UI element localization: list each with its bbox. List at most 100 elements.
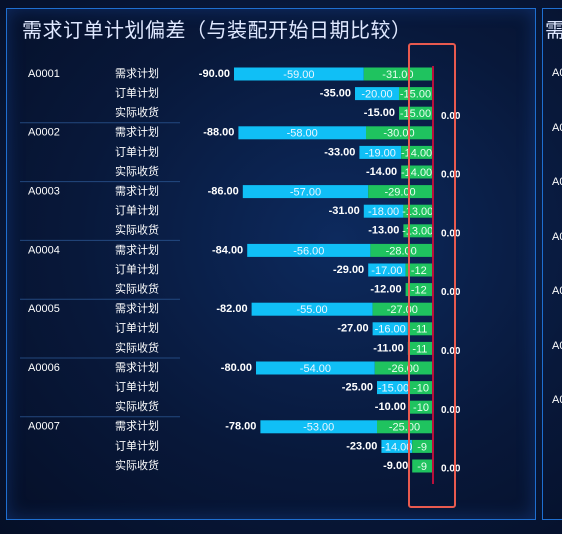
blue-bar-segment — [247, 243, 371, 257]
blue-bar-value-label: -55.00 — [296, 304, 327, 316]
green-bar-value-label: -9 — [417, 461, 427, 473]
green-bar-segment — [403, 204, 432, 218]
item-code-label: A0007 — [28, 421, 60, 433]
blue-bar-value-label: -54.00 — [300, 363, 331, 375]
row-total-label: -9.00 — [383, 460, 408, 472]
blue-bar-segment — [242, 185, 369, 199]
row-category-label: 需求计划 — [115, 361, 159, 374]
row-total-label: -23.00 — [346, 440, 377, 452]
green-bar-segment — [407, 322, 432, 336]
row-total-label: -80.00 — [221, 362, 252, 374]
green-bar-segment — [399, 87, 432, 101]
green-bar-value-label: -12 — [411, 265, 427, 277]
item-code-label: A0004 — [28, 244, 60, 256]
blue-bar-value-label: -17.00 — [371, 265, 402, 277]
blue-bar-segment — [260, 420, 377, 434]
green-bar-segment — [412, 459, 432, 473]
blue-bar-value-label: -59.00 — [283, 69, 314, 81]
item-code-label: A0005 — [28, 303, 60, 315]
blue-bar-segment — [256, 361, 375, 375]
row-total-label: -90.00 — [199, 68, 230, 80]
item-code-label: A0003 — [28, 186, 60, 198]
second-chart-title: 需 — [545, 20, 562, 42]
item-code-label: A0002 — [28, 127, 60, 139]
second-panel-code: A0 — [552, 176, 562, 188]
green-bar-segment — [407, 341, 432, 355]
second-panel-code: A0 — [552, 285, 562, 297]
second-panel-code: A0 — [552, 230, 562, 243]
row-category-label: 订单计划 — [115, 322, 159, 335]
row-total-label: -35.00 — [320, 88, 351, 100]
blue-bar-value-label: -57.00 — [290, 187, 321, 199]
green-bar-value-label: -30.00 — [383, 128, 414, 140]
green-bar-segment — [370, 243, 432, 257]
green-bar-segment — [374, 361, 432, 375]
zero-axis-line — [432, 66, 434, 484]
item-code-label: A0006 — [28, 362, 60, 374]
blue-bar-value-label: -56.00 — [293, 245, 324, 257]
row-total-label: -84.00 — [212, 244, 243, 256]
row-category-label: 需求计划 — [115, 67, 159, 80]
row-category-label: 实际收货 — [115, 164, 159, 178]
blue-bar-value-label: -14.00 — [381, 441, 412, 453]
blue-bar-segment — [377, 381, 410, 395]
row-total-label: -10.00 — [375, 401, 406, 413]
row-end-value-label: 0.00 — [441, 287, 461, 298]
row-total-label: -27.00 — [337, 323, 368, 335]
blue-bar-segment — [359, 145, 402, 159]
green-bar-segment — [410, 400, 432, 414]
chart-title: 需求订单计划偏差（与装配开始日期比较） — [22, 20, 412, 42]
blue-bar-value-label: -19.00 — [365, 147, 396, 159]
blue-bar-value-label: -16.00 — [375, 324, 406, 336]
blue-bar-segment — [381, 439, 413, 453]
row-total-label: -14.00 — [366, 166, 397, 178]
row-category-label: 订单计划 — [115, 204, 159, 217]
row-category-label: 实际收货 — [115, 399, 159, 413]
row-end-value-label: 0.00 — [441, 464, 461, 475]
green-bar-segment — [405, 263, 432, 277]
green-bar-segment — [405, 283, 432, 297]
row-category-label: 实际收货 — [115, 458, 159, 472]
chart-panel — [6, 8, 536, 520]
green-bar-segment — [410, 381, 432, 395]
green-bar-segment — [412, 439, 432, 453]
green-bar-value-label: -15.00 — [400, 108, 431, 120]
row-total-label: -15.00 — [364, 107, 395, 119]
row-total-label: -78.00 — [225, 421, 256, 433]
green-bar-segment — [363, 67, 432, 81]
blue-bar-value-label: -58.00 — [287, 128, 318, 140]
green-bar-segment — [377, 420, 432, 434]
row-total-label: -25.00 — [342, 382, 373, 394]
row-category-label: 需求计划 — [115, 420, 159, 433]
green-bar-value-label: -26.00 — [388, 363, 419, 375]
green-bar-value-label: -11 — [412, 343, 427, 355]
blue-bar-value-label: -15.00 — [378, 383, 409, 395]
row-total-label: -29.00 — [333, 264, 364, 276]
row-total-label: -33.00 — [324, 146, 355, 158]
green-bar-value-label: -12 — [411, 285, 427, 297]
row-category-label: 实际收货 — [115, 282, 159, 296]
highlight-box — [408, 43, 456, 508]
green-bar-segment — [366, 126, 432, 140]
row-total-label: -86.00 — [208, 186, 239, 198]
green-bar-value-label: -31.00 — [382, 69, 413, 81]
green-bar-value-label: -11 — [412, 324, 427, 336]
green-bar-value-label: -15.00 — [400, 89, 431, 101]
row-total-label: -31.00 — [329, 205, 360, 217]
row-end-value-label: 0.00 — [441, 346, 461, 357]
row-total-label: -88.00 — [203, 127, 234, 139]
green-bar-value-label: -10 — [413, 383, 429, 395]
green-bar-value-label: -25.00 — [389, 422, 420, 434]
blue-bar-segment — [363, 204, 404, 218]
second-panel-code: A0 — [552, 121, 562, 134]
green-bar-value-label: -29.00 — [384, 187, 415, 199]
row-end-value-label: 0.00 — [441, 228, 461, 239]
row-total-label: -82.00 — [216, 303, 247, 315]
blue-bar-value-label: -18.00 — [368, 206, 399, 218]
blue-bar-segment — [355, 87, 399, 101]
blue-bar-value-label: -20.00 — [361, 89, 392, 101]
row-category-label: 实际收货 — [115, 105, 159, 119]
blue-bar-segment — [372, 322, 408, 336]
green-bar-value-label: -10 — [413, 402, 429, 414]
